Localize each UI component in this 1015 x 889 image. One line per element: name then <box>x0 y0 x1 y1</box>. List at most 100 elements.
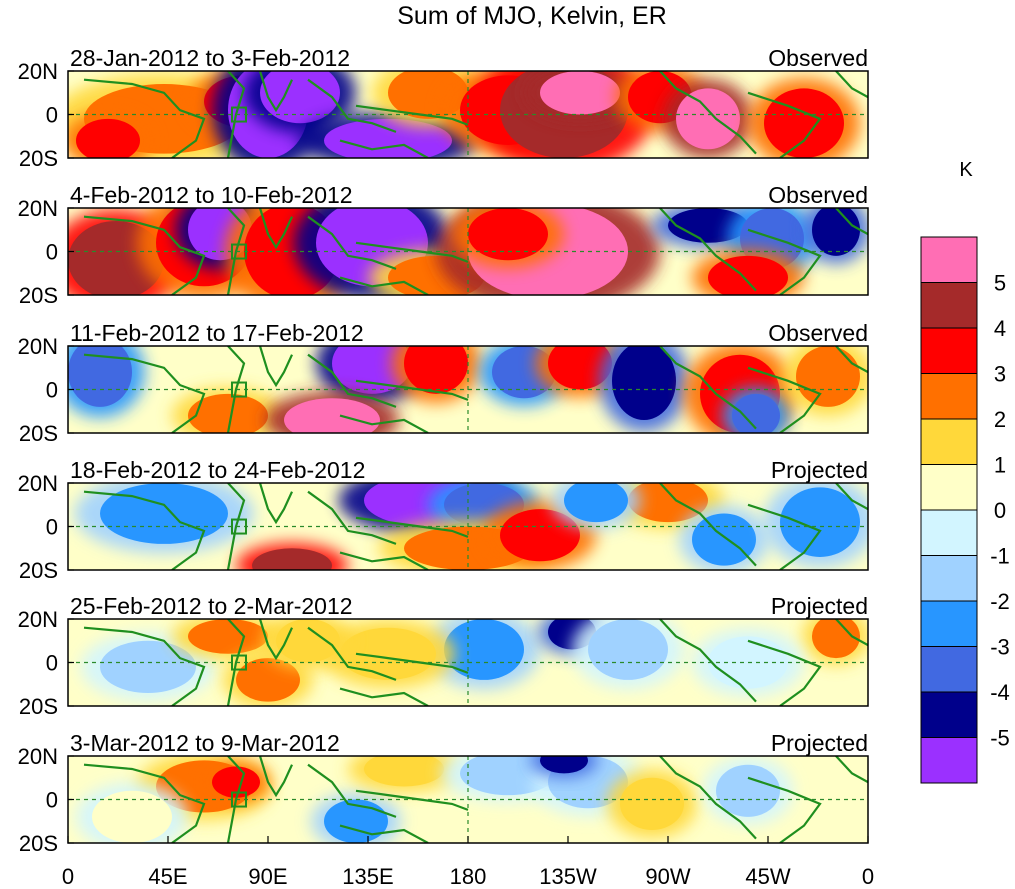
colorbar-label: 1 <box>994 453 1006 478</box>
coastline <box>747 366 822 433</box>
anomaly-core <box>364 756 444 787</box>
anomaly-core <box>620 777 684 830</box>
coastline <box>747 639 822 706</box>
anomaly-core <box>588 619 668 680</box>
coastline <box>226 619 246 706</box>
map-panel: 4-Feb-2012 to 10-Feb-2012 Observed 20N 0 20S <box>18 182 869 308</box>
anomaly-core <box>252 548 332 570</box>
colorbar-swatch <box>920 737 978 784</box>
latitude-tick-label: 20N <box>18 196 58 221</box>
latitude-tick-label: 20N <box>18 334 58 359</box>
coastline <box>659 71 757 155</box>
figure-title: Sum of MJO, Kelvin, ER <box>397 2 667 30</box>
panel-status-label: Observed <box>768 45 868 71</box>
latitude-tick-label: 20N <box>18 471 58 496</box>
panel-period-label: 3-Mar-2012 to 9-Mar-2012 <box>70 730 340 756</box>
anomaly-core <box>68 346 132 407</box>
coastline <box>659 483 757 567</box>
colorbar-label: -3 <box>990 635 1010 660</box>
colorbar-swatch <box>920 236 978 283</box>
coastline <box>659 208 757 292</box>
longitude-tick-label: 180 <box>450 864 487 889</box>
latitude-tick-label: 0 <box>46 651 58 676</box>
coastline <box>83 763 206 843</box>
coastline <box>83 215 206 295</box>
longitude-tick-label: 45W <box>745 864 790 889</box>
anomaly-core <box>708 255 788 295</box>
coastline <box>307 353 397 408</box>
anomaly-core <box>260 71 340 124</box>
anomaly-core <box>284 398 380 433</box>
coastline <box>659 346 757 430</box>
map-panel: 3-Mar-2012 to 9-Mar-2012 Projected 20N 0 20S <box>18 730 869 856</box>
colorbar-label: 4 <box>994 316 1006 341</box>
latitude-tick-label: 0 <box>46 103 58 128</box>
latitude-tick-label: 0 <box>46 515 58 540</box>
panel-period-label: 4-Feb-2012 to 10-Feb-2012 <box>70 182 353 208</box>
coastline <box>307 626 397 681</box>
coastline <box>258 619 293 661</box>
map-panel: 18-Feb-2012 to 24-Feb-2012 Projected 20N 0 2… <box>18 457 869 583</box>
latitude-tick-label: 20S <box>19 558 58 583</box>
anomaly-core <box>212 766 260 798</box>
anomaly-core <box>780 487 860 557</box>
colorbar-label: -4 <box>990 680 1010 705</box>
colorbar-label: 3 <box>994 362 1006 387</box>
anomaly-core <box>540 756 588 774</box>
colorbar-swatch <box>920 555 978 602</box>
coastline <box>83 626 206 706</box>
colorbar-swatch <box>920 464 978 511</box>
anomaly-core <box>732 393 780 433</box>
panel-status-label: Projected <box>771 730 868 756</box>
latitude-tick-label: 0 <box>46 378 58 403</box>
coastline <box>307 215 397 270</box>
coastline <box>258 483 293 525</box>
map-panel: 25-Feb-2012 to 2-Mar-2012 Projected 20N 0 20… <box>18 593 869 719</box>
colorbar-label: 2 <box>994 407 1006 432</box>
anomaly-core <box>764 88 844 158</box>
latitude-tick-label: 20N <box>18 59 58 84</box>
coastline <box>339 414 429 433</box>
latitude-tick-label: 0 <box>46 788 58 813</box>
latitude-tick-label: 20N <box>18 744 58 769</box>
panels: 28-Jan-2012 to 3-Feb-2012 Observed 20N 0 20S… <box>18 45 869 856</box>
coastline <box>307 763 397 818</box>
coastline <box>339 551 429 570</box>
anomaly-core <box>444 619 524 680</box>
panel-period-label: 11-Feb-2012 to 17-Feb-2012 <box>70 320 364 346</box>
anomaly-core <box>676 88 740 150</box>
colorbar-swatch <box>920 600 978 647</box>
coastline <box>747 776 822 843</box>
anomaly-field <box>68 71 868 158</box>
anomaly-core <box>188 393 268 433</box>
coastline <box>226 756 246 843</box>
colorbar-swatch <box>920 509 978 556</box>
coastline <box>307 78 397 133</box>
colorbar-swatch <box>920 282 978 329</box>
longitude-tick-label: 135W <box>539 864 597 889</box>
anomaly-core <box>100 640 196 693</box>
latitude-tick-label: 20S <box>19 146 58 171</box>
colorbar-swatch <box>920 691 978 738</box>
panel-period-label: 25-Feb-2012 to 2-Mar-2012 <box>70 593 353 619</box>
latitude-tick-label: 0 <box>46 240 58 265</box>
coastline <box>835 346 868 374</box>
coastline <box>339 276 429 295</box>
anomaly-core <box>404 346 468 394</box>
anomaly-core <box>796 346 860 407</box>
coastline <box>83 490 206 570</box>
anomaly-core <box>468 208 548 261</box>
anomaly-core <box>76 118 140 158</box>
coastline <box>339 687 429 706</box>
coastline <box>835 619 868 647</box>
latitude-tick-label: 20S <box>19 831 58 856</box>
anomaly-core <box>236 658 300 702</box>
coastline <box>307 490 397 545</box>
coastline <box>747 503 822 570</box>
anomaly-core <box>628 483 708 523</box>
anomaly-core <box>340 627 436 680</box>
colorbar-label: 5 <box>994 271 1006 296</box>
latitude-tick-label: 20N <box>18 607 58 632</box>
coastline <box>83 353 206 433</box>
